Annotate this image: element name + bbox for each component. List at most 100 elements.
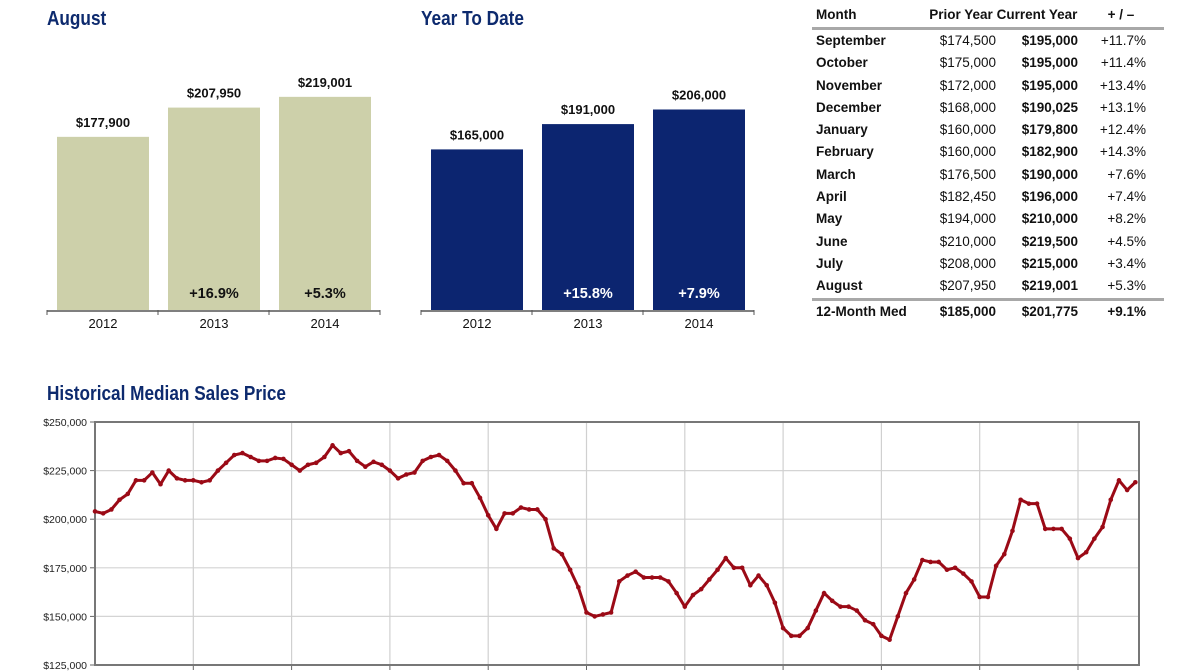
data-point bbox=[666, 579, 671, 584]
data-point bbox=[993, 563, 999, 569]
bar-2012 bbox=[57, 136, 149, 310]
data-point bbox=[879, 633, 884, 639]
y-tick-label: $225,000 bbox=[43, 466, 87, 478]
data-point bbox=[363, 464, 368, 470]
data-point bbox=[936, 559, 942, 565]
header-prior-year: Prior Year bbox=[929, 7, 993, 22]
data-point bbox=[412, 470, 417, 475]
current-year-cell: $195,000 bbox=[1021, 77, 1078, 93]
prior-year-cell: $172,000 bbox=[939, 77, 996, 93]
prior-year-cell: $160,000 bbox=[939, 122, 996, 138]
data-point bbox=[182, 478, 188, 483]
change-cell: +11.4% bbox=[1100, 55, 1146, 71]
data-point bbox=[600, 612, 606, 617]
data-point bbox=[690, 592, 696, 598]
data-point bbox=[854, 608, 860, 613]
data-point bbox=[371, 459, 376, 465]
data-point bbox=[1116, 478, 1122, 483]
data-point bbox=[715, 567, 720, 573]
data-point bbox=[240, 450, 245, 456]
current-year-cell: $196,000 bbox=[1021, 189, 1078, 205]
x-tick-label: 2013 bbox=[574, 316, 603, 331]
data-point bbox=[633, 569, 638, 574]
data-point bbox=[166, 468, 172, 473]
data-point bbox=[518, 505, 524, 510]
data-point bbox=[805, 625, 810, 631]
data-point bbox=[903, 590, 909, 596]
data-point bbox=[788, 633, 794, 639]
data-point bbox=[117, 497, 122, 503]
prior-year-cell: $185,000 bbox=[939, 303, 996, 319]
data-point bbox=[305, 462, 311, 468]
data-point bbox=[1108, 497, 1114, 503]
data-point bbox=[461, 480, 466, 486]
data-point bbox=[1075, 555, 1081, 561]
data-point bbox=[1067, 536, 1073, 541]
bar-2013 bbox=[168, 107, 260, 310]
data-point bbox=[928, 559, 933, 565]
data-point bbox=[125, 491, 131, 497]
data-point bbox=[567, 567, 573, 573]
table-row: November $172,000 $195,000 +13.4% bbox=[812, 75, 1164, 97]
current-year-cell: $190,000 bbox=[1021, 166, 1078, 182]
data-point bbox=[477, 495, 483, 501]
change-cell: +11.7% bbox=[1100, 33, 1146, 48]
table-row: April $182,450 $196,000 +7.4% bbox=[812, 186, 1164, 208]
data-point bbox=[469, 480, 475, 486]
data-point bbox=[764, 582, 770, 588]
current-year-cell: $190,025 bbox=[1021, 99, 1078, 115]
y-tick-label: $175,000 bbox=[43, 563, 87, 575]
data-point bbox=[535, 507, 540, 512]
data-point bbox=[215, 468, 221, 473]
change-cell: +5.3% bbox=[1107, 278, 1146, 294]
month-cell: January bbox=[816, 122, 868, 138]
change-cell: +14.3% bbox=[1099, 144, 1146, 160]
data-point bbox=[838, 604, 843, 609]
y-tick-label: $125,000 bbox=[43, 660, 87, 672]
prior-year-cell: $176,500 bbox=[939, 166, 996, 182]
data-point bbox=[354, 458, 360, 464]
data-point bbox=[559, 551, 565, 557]
data-point bbox=[346, 448, 352, 454]
data-point bbox=[780, 625, 786, 631]
prior-year-cell: $174,500 bbox=[939, 33, 996, 48]
data-point bbox=[813, 608, 819, 613]
prior-year-cell: $207,950 bbox=[939, 278, 996, 294]
bar-value-label: $191,000 bbox=[561, 102, 615, 117]
data-point bbox=[707, 577, 712, 582]
data-point bbox=[428, 454, 434, 460]
monthly-table: Month Prior Year Current Year + / – Sept… bbox=[812, 6, 1164, 323]
data-point bbox=[158, 481, 163, 487]
data-point bbox=[420, 458, 425, 464]
data-point bbox=[264, 458, 270, 464]
change-cell: +7.4% bbox=[1107, 189, 1146, 205]
bar-2014 bbox=[279, 96, 371, 311]
x-tick-label: 2012 bbox=[89, 316, 118, 331]
data-point bbox=[674, 590, 679, 596]
data-point bbox=[1018, 497, 1023, 503]
data-point bbox=[1133, 479, 1138, 485]
change-cell: +13.1% bbox=[1099, 99, 1146, 115]
header-current-year: Current Year bbox=[996, 7, 1078, 22]
data-point bbox=[748, 582, 753, 588]
prior-year-cell: $168,000 bbox=[939, 99, 996, 115]
data-point bbox=[453, 468, 458, 473]
bar-change-label: +7.9% bbox=[678, 286, 720, 302]
data-point bbox=[772, 600, 778, 606]
data-point bbox=[1034, 501, 1040, 506]
bar-value-label: $206,000 bbox=[672, 87, 726, 102]
month-cell: 12-Month Med bbox=[816, 303, 907, 319]
data-point bbox=[403, 472, 409, 477]
current-year-cell: $195,000 bbox=[1021, 33, 1078, 48]
y-tick-label: $150,000 bbox=[43, 611, 87, 623]
change-cell: +4.5% bbox=[1107, 233, 1146, 249]
data-point bbox=[969, 579, 974, 584]
month-cell: February bbox=[816, 144, 874, 160]
data-point bbox=[100, 511, 106, 516]
current-year-cell: $179,800 bbox=[1021, 122, 1078, 138]
data-point bbox=[977, 594, 982, 600]
month-cell: June bbox=[816, 233, 848, 249]
data-point bbox=[1051, 526, 1056, 532]
table-row: March $176,500 $190,000 +7.6% bbox=[812, 164, 1164, 186]
prior-year-cell: $210,000 bbox=[939, 233, 996, 249]
